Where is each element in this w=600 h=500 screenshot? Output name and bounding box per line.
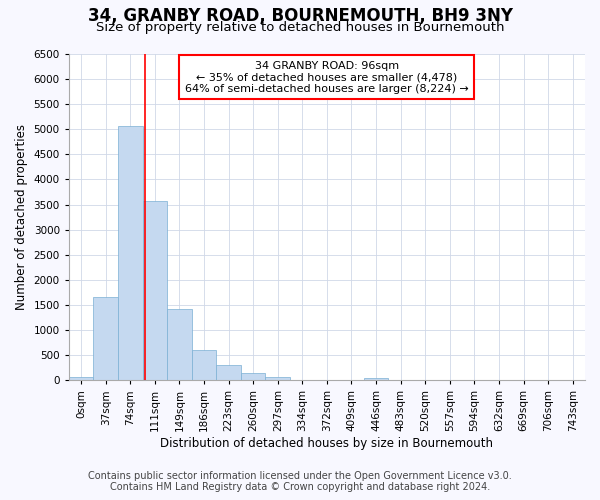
Bar (192, 350, 217, 380)
Bar (94, 298, 118, 380)
Bar (167, 309, 192, 380)
Bar (217, 365, 241, 380)
Bar (118, 126, 143, 380)
X-axis label: Distribution of detached houses by size in Bournemouth: Distribution of detached houses by size … (160, 437, 493, 450)
Bar (143, 201, 167, 380)
Bar (265, 376, 290, 380)
Bar (241, 373, 265, 380)
Bar (69, 376, 94, 380)
Bar (364, 378, 388, 380)
Text: Contains HM Land Registry data © Crown copyright and database right 2024.: Contains HM Land Registry data © Crown c… (110, 482, 490, 492)
Text: Size of property relative to detached houses in Bournemouth: Size of property relative to detached ho… (96, 21, 504, 34)
Text: 34, GRANBY ROAD, BOURNEMOUTH, BH9 3NY: 34, GRANBY ROAD, BOURNEMOUTH, BH9 3NY (88, 8, 512, 26)
Text: Contains public sector information licensed under the Open Government Licence v3: Contains public sector information licen… (88, 471, 512, 481)
Text: 34 GRANBY ROAD: 96sqm
← 35% of detached houses are smaller (4,478)
64% of semi-d: 34 GRANBY ROAD: 96sqm ← 35% of detached … (185, 60, 469, 94)
Y-axis label: Number of detached properties: Number of detached properties (15, 124, 28, 310)
